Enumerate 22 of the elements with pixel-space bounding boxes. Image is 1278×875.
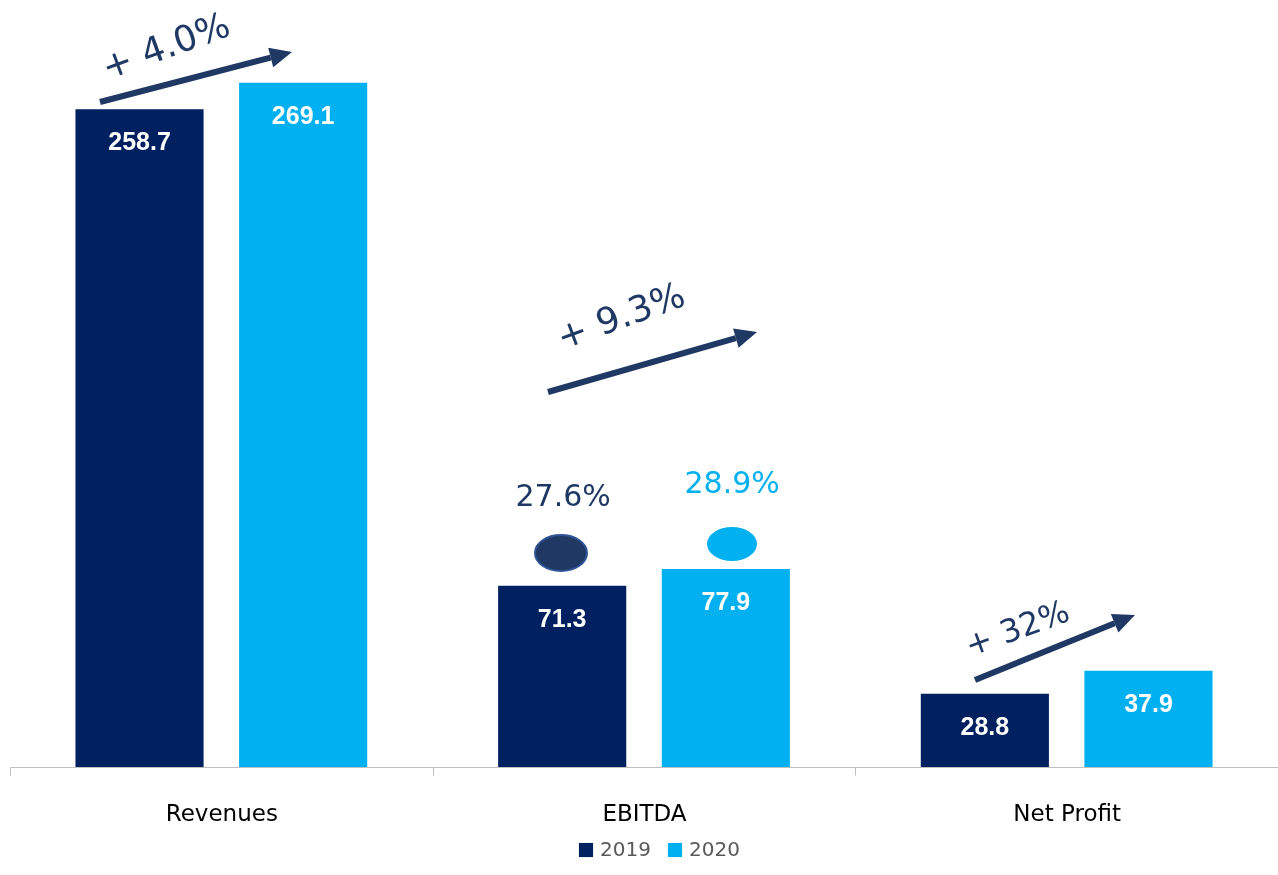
x-tick-label: Net Profit (1013, 799, 1122, 826)
data-label: 77.9 (701, 586, 751, 615)
data-label: 71.3 (537, 603, 587, 632)
data-label: 258.7 (108, 127, 171, 156)
x-tick-label: EBITDA (602, 799, 687, 826)
data-label: 269.1 (271, 100, 335, 129)
legend-label: 2020 (689, 837, 740, 861)
annotation: + 4.0% (95, 2, 235, 88)
annotation: 28.9% (684, 464, 780, 500)
bar (920, 693, 1049, 767)
bar (75, 109, 204, 767)
data-label: 28.8 (960, 711, 1010, 740)
annotation: + 9.3% (550, 272, 690, 358)
data-label: 37.9 (1124, 688, 1173, 717)
bar (661, 568, 790, 767)
annotation: + 32% (959, 591, 1075, 665)
bar (1084, 670, 1213, 767)
x-tick-label: Revenues (165, 799, 278, 826)
bar (239, 82, 368, 767)
legend-label: 2019 (600, 837, 651, 861)
annotation: 27.6% (515, 477, 611, 513)
bar (498, 585, 627, 767)
